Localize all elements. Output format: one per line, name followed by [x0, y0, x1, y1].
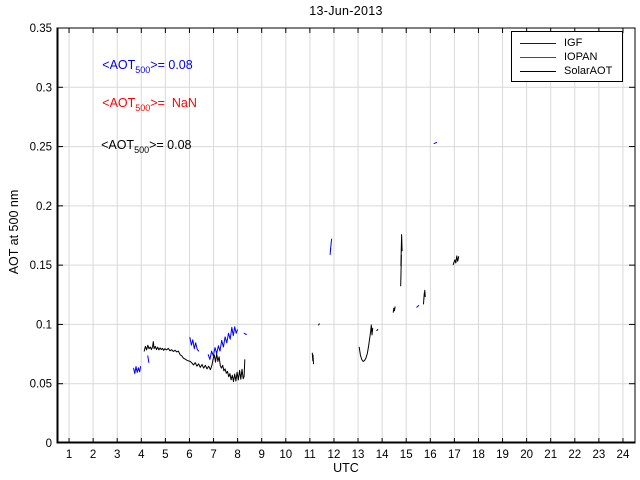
legend-label-iopan: IOPAN [564, 51, 598, 63]
igf-line-swatch [520, 42, 556, 44]
annotation-igf-mean: <AOT500>= 0.08 [102, 57, 193, 75]
y-tick-label: 0.35 [30, 23, 52, 35]
legend-label-solaraot: SolarAOT [564, 65, 613, 77]
y-tick-label: 0.1 [36, 319, 52, 331]
x-tick-label: 24 [617, 449, 630, 461]
y-tick-label: 0.3 [36, 82, 52, 94]
x-tick-label: 6 [186, 449, 192, 461]
x-tick-label: 4 [138, 449, 145, 461]
axes-box [56, 27, 636, 444]
x-tick-label: 21 [544, 449, 557, 461]
x-tick-label: 18 [472, 449, 485, 461]
gridlines [57, 27, 635, 444]
y-tick-label: 0.25 [30, 142, 52, 154]
y-tick-label: 0.05 [30, 379, 52, 391]
y-tick-label: 0.15 [30, 260, 52, 272]
y-tick-label: 0.2 [36, 201, 52, 213]
x-tick-label: 13 [352, 449, 365, 461]
x-tick-label: 15 [400, 449, 413, 461]
legend-entry-solaraot: SolarAOT [512, 64, 622, 78]
x-tick-label: 11 [304, 449, 316, 461]
legend-entry-igf: IGF [512, 36, 622, 50]
x-tick-label: 17 [448, 449, 461, 461]
series-solaraot [143, 234, 460, 383]
x-tick-label: 12 [328, 449, 341, 461]
tick-marks: 1 2 3 4 5 6 7 8 9 10 11 12 13 14 15 16 17 18 19 20 21 22 23 240… [30, 23, 635, 461]
iopan-line-swatch [520, 56, 556, 58]
x-tick-label: 1 [66, 449, 72, 461]
legend-entry-iopan: IOPAN [512, 50, 622, 64]
x-tick-label: 22 [568, 449, 581, 461]
x-tick-label: 20 [520, 449, 533, 461]
annotation-solaraot-mean: <AOT500>= 0.08 [101, 138, 192, 156]
x-tick-label: 23 [592, 449, 605, 461]
solaraot-line-swatch [520, 70, 556, 72]
x-tick-label: 19 [496, 449, 509, 461]
legend-label-igf: IGF [564, 37, 583, 49]
x-tick-label: 9 [259, 449, 265, 461]
chart-title: 13-Jun-2013 [309, 4, 383, 18]
x-axis-label: UTC [333, 461, 359, 475]
annotation-iopan-mean: <AOT500>= NaN [102, 95, 197, 113]
x-tick-label: 16 [424, 449, 437, 461]
legend-box: IGF IOPAN SolarAOT [511, 31, 623, 82]
y-tick-label: 0 [46, 438, 52, 450]
x-tick-label: 2 [90, 449, 96, 461]
x-tick-label: 10 [279, 449, 292, 461]
x-tick-label: 7 [210, 449, 216, 461]
x-tick-label: 14 [376, 449, 389, 461]
x-tick-label: 3 [114, 449, 120, 461]
x-tick-label: 8 [234, 449, 240, 461]
x-tick-label: 5 [162, 449, 168, 461]
series-igf [133, 141, 438, 375]
